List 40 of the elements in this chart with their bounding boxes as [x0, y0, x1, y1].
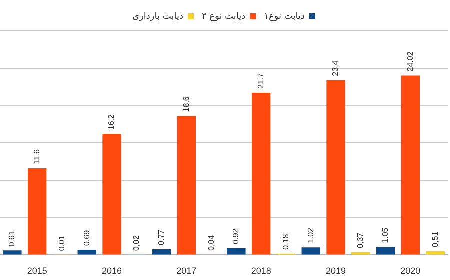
- data-label: 16.2: [107, 114, 116, 130]
- legend-label: دیابت نوع ۲: [202, 12, 246, 22]
- data-label: 0,18: [281, 234, 290, 250]
- data-label: 0,51: [430, 231, 440, 248]
- data-label: 24.02: [406, 51, 415, 72]
- x-tick-label: 2018: [251, 266, 272, 276]
- data-label: 0.92: [232, 228, 241, 244]
- data-label: 1.02: [306, 227, 316, 244]
- bar: [302, 248, 320, 255]
- data-label: 11.6: [32, 148, 42, 165]
- data-label: 0.77: [156, 229, 166, 246]
- bar: [177, 116, 196, 255]
- bar: [28, 168, 47, 255]
- data-label: 0.69: [82, 230, 92, 246]
- bar: [102, 134, 122, 255]
- x-tick-label: 2020: [400, 266, 421, 276]
- data-label: 0,04: [206, 234, 216, 251]
- bar: [252, 93, 271, 255]
- x-tick-label: 2017: [176, 266, 197, 276]
- bar: [376, 247, 396, 255]
- bar: [3, 250, 22, 255]
- x-tick-label: 2016: [102, 266, 122, 276]
- data-label: 18.6: [182, 96, 191, 112]
- bar: [326, 80, 346, 255]
- legend-label: دیابت نوع۱: [264, 12, 305, 22]
- data-label: 0,37: [356, 232, 366, 248]
- bar: [401, 76, 420, 255]
- data-label: 0,02: [132, 234, 142, 252]
- legend-label: دیابت بارداری: [132, 12, 184, 22]
- bar: [78, 250, 96, 255]
- bar: [152, 249, 172, 255]
- data-label: 23.4: [331, 60, 340, 76]
- x-tick-label: 2019: [326, 266, 346, 276]
- x-tick-label: 2015: [27, 266, 48, 276]
- data-label: 1.05: [380, 227, 390, 244]
- bar: [426, 251, 445, 255]
- data-label: 21.7: [256, 72, 266, 90]
- bar: [227, 248, 246, 255]
- data-label: 0,01: [57, 235, 66, 252]
- data-label: 0.61: [8, 230, 17, 247]
